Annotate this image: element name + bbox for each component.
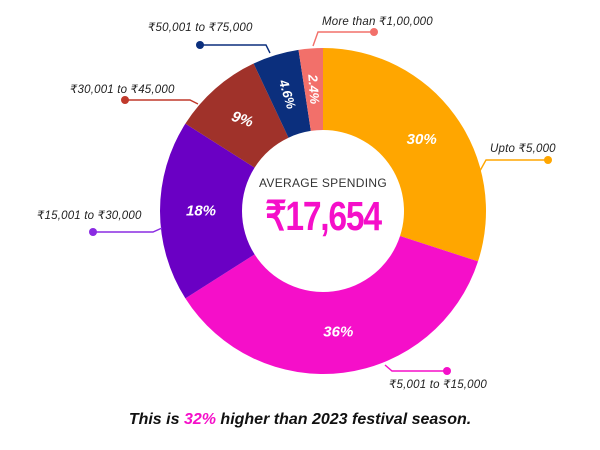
callout-30001-to-45000: ₹30,001 to ₹45,000: [70, 84, 175, 96]
callout-leader-lines: [89, 28, 552, 375]
leader-dot: [121, 96, 129, 104]
average-spending-label: AVERAGE SPENDING: [259, 176, 387, 190]
segment-value-label: 18%: [186, 203, 216, 220]
leader-line: [93, 227, 163, 233]
segment-value-labels: 30%36%18%9%4.6% 2.4%: [186, 73, 437, 341]
segment-value-label: 36%: [323, 324, 353, 341]
segment-value-label: 2.4%: [305, 73, 322, 105]
leader-dot: [443, 367, 451, 375]
donut-segment: [185, 63, 289, 168]
leader-line: [475, 159, 548, 179]
segment-value-label: 30%: [407, 131, 437, 148]
donut-segment: [323, 48, 486, 262]
donut-segment: [253, 49, 311, 138]
callout-more-than-1-lakh: More than ₹1,00,000: [322, 16, 433, 28]
footer-note: This is 32% higher than 2023 festival se…: [0, 411, 600, 429]
leader-dot: [370, 28, 378, 36]
segment-value-label: 9%: [229, 108, 255, 131]
callout-5001-to-15000: ₹5,001 to ₹15,000: [389, 379, 487, 391]
donut-segment: [160, 123, 255, 299]
leader-dot: [544, 156, 552, 164]
leader-dot: [196, 41, 204, 49]
footer-suffix: higher than 2023 festival season.: [215, 411, 472, 428]
leader-dot: [89, 228, 97, 236]
leader-line: [200, 44, 271, 54]
leader-line: [125, 99, 199, 105]
leader-line: [312, 31, 374, 47]
average-spending-value: ₹17,654: [265, 193, 382, 239]
donut-segment: [298, 48, 323, 131]
callout-50001-to-75000: ₹50,001 to ₹75,000: [148, 22, 253, 34]
leader-line: [384, 364, 447, 372]
footer-highlight: 32%: [183, 411, 216, 428]
donut-segment: [185, 236, 479, 374]
callout-upto-5000: Upto ₹5,000: [490, 143, 556, 155]
donut-segments: [160, 48, 486, 374]
callout-15001-to-30000: ₹15,001 to ₹30,000: [37, 210, 142, 222]
footer-prefix: This is: [128, 411, 184, 428]
